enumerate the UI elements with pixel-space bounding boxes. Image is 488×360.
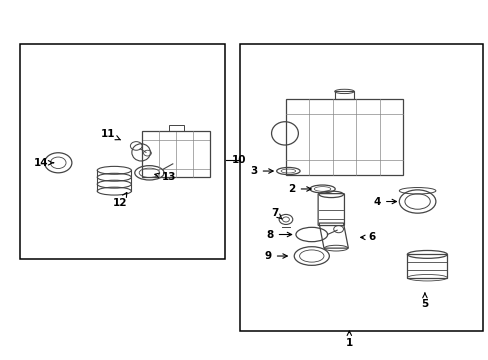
Text: 13: 13 <box>155 172 176 182</box>
Text: 12: 12 <box>113 193 127 208</box>
Text: 7: 7 <box>271 208 281 219</box>
Text: 8: 8 <box>266 230 291 239</box>
Text: 14: 14 <box>33 158 54 168</box>
Bar <box>407 255 447 278</box>
Text: 1: 1 <box>345 331 352 348</box>
Bar <box>20 44 224 259</box>
Text: 4: 4 <box>373 197 396 207</box>
Text: 2: 2 <box>288 184 310 194</box>
Bar <box>285 99 402 175</box>
Text: 6: 6 <box>360 232 375 242</box>
Text: 10: 10 <box>231 155 246 165</box>
Text: 3: 3 <box>250 166 273 176</box>
Text: 9: 9 <box>264 251 287 261</box>
Bar <box>239 44 483 330</box>
Text: 5: 5 <box>421 293 427 309</box>
Text: 11: 11 <box>101 129 121 140</box>
Bar <box>142 131 210 177</box>
Bar <box>168 125 183 131</box>
Bar <box>334 91 353 99</box>
